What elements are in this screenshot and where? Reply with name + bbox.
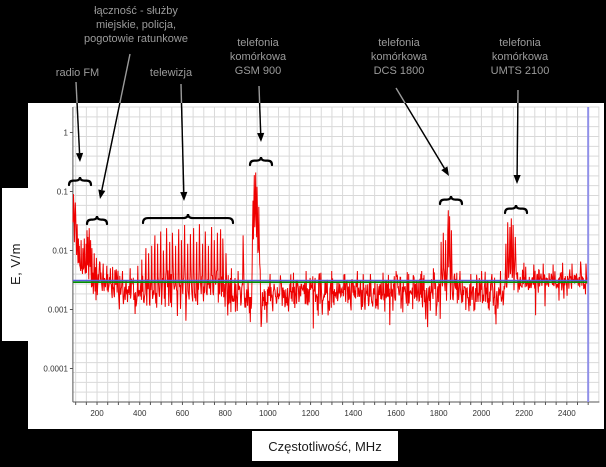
svg-text:800: 800: [218, 409, 232, 418]
svg-text:1800: 1800: [430, 409, 448, 418]
svg-text:0.01: 0.01: [52, 246, 68, 255]
svg-text:0.0001: 0.0001: [43, 364, 68, 373]
annotation-city-services: łączność - służby miejskie, policja, pog…: [84, 5, 188, 46]
x-axis-label: Częstotliwość, MHz: [268, 438, 382, 454]
x-axis-label-box: Częstotliwość, MHz: [252, 431, 398, 461]
annotation-radio-fm: radio FM: [55, 67, 100, 79]
svg-text:0.1: 0.1: [57, 187, 69, 196]
annotation-television: telewizja: [149, 67, 193, 79]
svg-text:0.001: 0.001: [48, 305, 69, 314]
svg-text:2000: 2000: [473, 409, 491, 418]
svg-text:1000: 1000: [259, 409, 277, 418]
svg-text:1400: 1400: [344, 409, 362, 418]
y-axis-label-box: E, V/m: [2, 188, 28, 341]
annotation-umts-2100: telefonia komórkowa UMTS 2100: [490, 37, 550, 78]
annotation-dcs-1800: telefonia komórkowa DCS 1800: [370, 37, 428, 78]
svg-text:1600: 1600: [387, 409, 405, 418]
svg-text:1: 1: [63, 128, 68, 137]
svg-text:2400: 2400: [558, 409, 576, 418]
svg-text:600: 600: [176, 409, 190, 418]
svg-text:400: 400: [133, 409, 147, 418]
svg-text:200: 200: [90, 409, 104, 418]
svg-text:2200: 2200: [515, 409, 533, 418]
svg-text:1200: 1200: [302, 409, 320, 418]
annotation-gsm-900: telefonia komórkowa GSM 900: [229, 37, 287, 78]
